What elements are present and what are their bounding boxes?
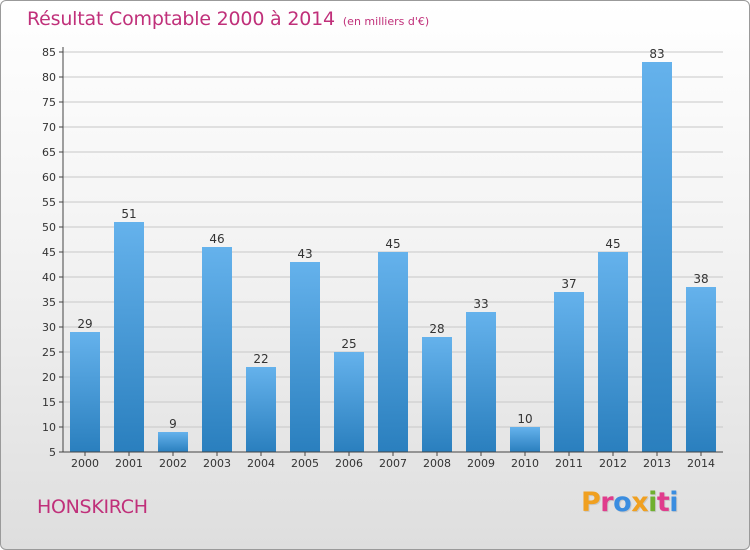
x-tick-label-2004: 2004 (247, 457, 275, 470)
x-tick-label-2010: 2010 (511, 457, 539, 470)
logo-letter: P (581, 487, 601, 518)
data-label-2011: 37 (561, 277, 576, 291)
data-label-2009: 33 (473, 297, 488, 311)
y-tick-label: 45 (42, 246, 56, 259)
data-label-2005: 43 (297, 247, 312, 261)
data-label-2003: 46 (209, 232, 224, 246)
x-tick-label-2011: 2011 (555, 457, 583, 470)
axes: 5 10 15 20 25 30 35 40 45 50 55 60 65 70 75 80 85 2000 200… (42, 46, 723, 470)
logo-letter: t (656, 487, 670, 518)
y-tick-label: 60 (42, 171, 56, 184)
logo-letter: i (648, 487, 657, 518)
y-tick-label: 10 (42, 421, 56, 434)
x-tick-label-2014: 2014 (687, 457, 715, 470)
bar-2014 (686, 287, 716, 452)
x-tick-label-2007: 2007 (379, 457, 407, 470)
x-tick-label-2003: 2003 (203, 457, 231, 470)
logo-letter: x (631, 487, 649, 518)
y-tick-label: 30 (42, 321, 56, 334)
y-tick-label: 65 (42, 146, 56, 159)
data-label-2012: 45 (605, 237, 620, 251)
proxiti-logo: Proxiti (581, 487, 679, 518)
x-tick-label-2008: 2008 (423, 457, 451, 470)
bar-2011 (554, 292, 584, 452)
y-tick-label: 5 (49, 446, 56, 459)
data-label-2004: 22 (253, 352, 268, 366)
bar-2009 (466, 312, 496, 452)
bar-2012 (598, 252, 628, 452)
bar-2001 (114, 222, 144, 452)
y-tick-label: 70 (42, 121, 56, 134)
data-label-2014: 38 (693, 272, 708, 286)
logo-letter: o (613, 487, 632, 518)
x-tick-label-2000: 2000 (71, 457, 99, 470)
bar-2010 (510, 427, 540, 452)
y-tick-label: 75 (42, 96, 56, 109)
data-label-2002: 9 (169, 417, 177, 431)
data-label-2013: 83 (649, 47, 664, 61)
bar-2006 (334, 352, 364, 452)
bar-2013 (642, 62, 672, 452)
x-tick-label-2002: 2002 (159, 457, 187, 470)
x-tick-label-2009: 2009 (467, 457, 495, 470)
y-tick-label: 55 (42, 196, 56, 209)
y-tick-label: 15 (42, 396, 56, 409)
x-tick-label-2013: 2013 (643, 457, 671, 470)
y-tick-label: 80 (42, 71, 56, 84)
data-label-2010: 10 (517, 412, 532, 426)
data-label-2006: 25 (341, 337, 356, 351)
y-tick-label: 85 (42, 46, 56, 59)
x-tick-label-2012: 2012 (599, 457, 627, 470)
bar-2002 (158, 432, 188, 452)
y-tick-label: 25 (42, 346, 56, 359)
logo-letter: r (600, 487, 614, 518)
bar-2003 (202, 247, 232, 452)
data-label-2001: 51 (121, 207, 136, 221)
y-tick-label: 40 (42, 271, 56, 284)
bars: 29 51 9 46 22 43 25 45 28 33 10 37 45 83 38 (70, 47, 716, 452)
y-tick-label: 20 (42, 371, 56, 384)
chart-title-block: Résultat Comptable 2000 à 2014 (en millie… (27, 8, 429, 30)
chart-title: Résultat Comptable 2000 à 2014 (27, 8, 335, 30)
bar-2005 (290, 262, 320, 452)
bar-2007 (378, 252, 408, 452)
x-tick-label-2006: 2006 (335, 457, 363, 470)
data-label-2007: 45 (385, 237, 400, 251)
bar-2004 (246, 367, 276, 452)
chart-unit: (en milliers d'€) (342, 15, 430, 28)
y-tick-label: 35 (42, 296, 56, 309)
bar-2000 (70, 332, 100, 452)
commune-name: HONSKIRCH (37, 496, 148, 518)
y-tick-label: 50 (42, 221, 56, 234)
x-tick-label-2005: 2005 (291, 457, 319, 470)
x-tick-label-2001: 2001 (115, 457, 143, 470)
data-label-2008: 28 (429, 322, 444, 336)
data-label-2000: 29 (77, 317, 92, 331)
bar-2008 (422, 337, 452, 452)
logo-letter: i (669, 487, 679, 518)
